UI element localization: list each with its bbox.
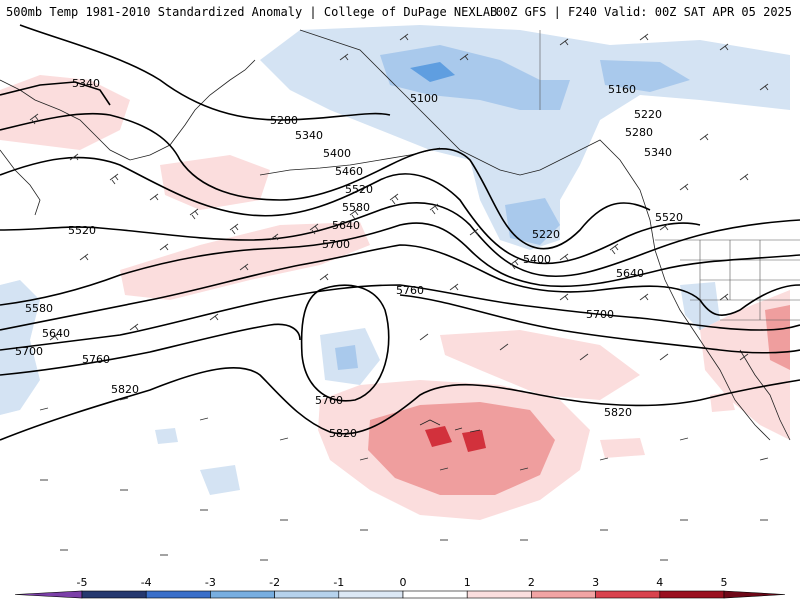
- contour-label: 5580: [342, 201, 370, 214]
- contour-5640: [0, 244, 800, 331]
- cold-anomaly-core: [600, 60, 690, 92]
- north-america-coastline: [649, 219, 771, 441]
- cold-anomaly-core: [380, 45, 570, 110]
- contour-label: 5640: [42, 327, 70, 340]
- colorbar-tick-label: 4: [656, 576, 663, 589]
- contour-label: 5280: [270, 114, 298, 127]
- kamchatka-coastline: [0, 149, 41, 216]
- colorbar-tick-label: 3: [592, 576, 599, 589]
- anomaly-shading: [0, 25, 790, 520]
- cold-anomaly-core: [410, 62, 455, 82]
- contour-label: 5640: [616, 267, 644, 280]
- colorbar-swatch: [659, 590, 725, 599]
- colorbar-tick-label: 0: [400, 576, 407, 589]
- contour-5760-loop: [300, 284, 390, 402]
- map-title: 500mb Temp 1981-2010 Standardized Anomal…: [6, 5, 498, 19]
- colorbar-swatch: [274, 590, 340, 599]
- colorbar-tick-label: 1: [464, 576, 471, 589]
- colorbar-swatch: [14, 590, 83, 599]
- contour-label: 5700: [15, 345, 43, 358]
- contour-label: 5760: [82, 353, 110, 366]
- contour-label: 5160: [608, 83, 636, 96]
- colorbar-swatch: [210, 590, 275, 599]
- colorbar-tick-label: 2: [528, 576, 535, 589]
- hawaiian-islands: [419, 419, 481, 433]
- colorbar-swatch: [338, 590, 404, 599]
- contour-label: 5400: [323, 147, 351, 160]
- contour-label: 5100: [410, 92, 438, 105]
- contour-label: 5520: [345, 183, 373, 196]
- contour-label: 5820: [604, 406, 632, 419]
- warm-anomaly-core: [425, 426, 452, 447]
- contour-label: 5520: [68, 224, 96, 237]
- contour-west-mid-1: [0, 112, 651, 250]
- contour-label: 5340: [644, 146, 672, 159]
- colorbar-tick-label: -2: [269, 576, 280, 589]
- contour-5340-west: [0, 81, 111, 106]
- colorbar-swatch: [466, 590, 532, 599]
- coastlines: [0, 29, 791, 441]
- contour-label: 5340: [72, 77, 100, 90]
- height-contours: [0, 24, 800, 441]
- warm-anomaly-core: [462, 430, 486, 452]
- contour-5280-west: [19, 24, 391, 121]
- contour-5700: [0, 284, 800, 351]
- contour-5520: [0, 202, 800, 278]
- colorbar-swatch: [402, 590, 468, 599]
- colorbar-swatch: [723, 590, 786, 599]
- asia-coastline: [0, 59, 256, 161]
- contour-west-mid-2: [0, 156, 701, 265]
- warm-anomaly-region: [710, 392, 735, 412]
- colorbar: -5 -4 -3 -2 -1 0 1 2 3 4 5: [0, 575, 800, 600]
- colorbar-tick-label: -4: [141, 576, 152, 589]
- colorbar-swatch: [595, 590, 661, 599]
- contour-label: 5700: [586, 308, 614, 321]
- colorbar-swatch: [145, 590, 211, 599]
- cold-anomaly-core: [335, 345, 358, 370]
- contour-label: 5700: [322, 238, 350, 251]
- contour-label: 5220: [634, 108, 662, 121]
- colorbar-tick-label: -3: [205, 576, 216, 589]
- valid-time-label: 00Z GFS | F240 Valid: 00Z SAT APR 05 202…: [495, 5, 792, 19]
- contour-label: 5460: [335, 165, 363, 178]
- cold-anomaly-region: [155, 428, 178, 444]
- contour-5820: [0, 367, 800, 441]
- contour-label: 5640: [332, 219, 360, 232]
- contour-label: 5400: [523, 253, 551, 266]
- warm-anomaly-region: [120, 222, 370, 300]
- contour-label: 5820: [329, 427, 357, 440]
- colorbar-tick-label: -5: [77, 576, 88, 589]
- cold-anomaly-core: [505, 198, 560, 245]
- aleutian-islands: [259, 147, 441, 176]
- contour-label: 5820: [111, 383, 139, 396]
- colorbar-tick-labels: -5 -4 -3 -2 -1 0 1 2 3 4 5: [77, 576, 728, 598]
- alaska-coastline: [299, 29, 651, 221]
- wind-barbs: [29, 33, 769, 561]
- colorbar-tick-label: 5: [721, 576, 728, 589]
- colorbar-swatch: [81, 590, 147, 599]
- cold-anomaly-region: [200, 465, 240, 495]
- contour-label: 5580: [25, 302, 53, 315]
- contour-5580: [0, 222, 800, 306]
- warm-anomaly-core: [765, 305, 790, 370]
- contour-label: 5760: [396, 284, 424, 297]
- header-bar: 500mb Temp 1981-2010 Standardized Anomal…: [0, 0, 800, 25]
- contour-label: 5520: [655, 211, 683, 224]
- colorbar-tick-label: -1: [333, 576, 344, 589]
- contour-labels: 5340 5280 5340 5400 5460 5520 5580 5640 …: [15, 77, 683, 440]
- warm-anomaly-region: [600, 438, 645, 458]
- contour-label: 5220: [532, 228, 560, 241]
- contour-label: 5280: [625, 126, 653, 139]
- warm-anomaly-region: [440, 330, 640, 400]
- baja-california: [739, 349, 791, 441]
- contour-label: 5760: [315, 394, 343, 407]
- colorbar-swatches: [14, 590, 786, 599]
- contour-5760: [0, 294, 800, 376]
- contour-label: 5340: [295, 129, 323, 142]
- warm-anomaly-core: [368, 402, 555, 495]
- anomaly-map: 5340 5280 5340 5400 5460 5520 5580 5640 …: [0, 24, 800, 575]
- colorbar-swatch: [531, 590, 596, 599]
